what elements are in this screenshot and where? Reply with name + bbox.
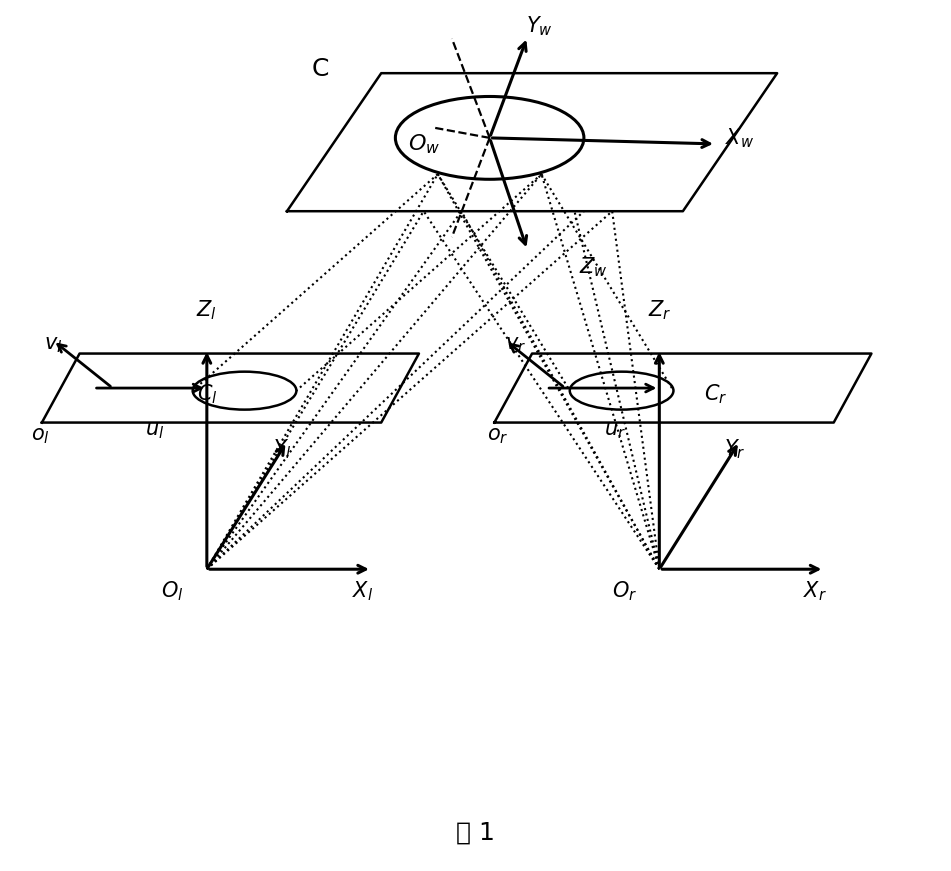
Text: $O_w$: $O_w$ xyxy=(408,132,439,156)
Text: C: C xyxy=(311,57,329,81)
Text: $X_w$: $X_w$ xyxy=(725,126,754,150)
Text: 图 1: 图 1 xyxy=(456,820,495,844)
Text: $X_l$: $X_l$ xyxy=(352,579,373,603)
Text: $Y_r$: $Y_r$ xyxy=(724,437,746,461)
Text: $Z_r$: $Z_r$ xyxy=(648,299,671,322)
Text: $O_l$: $O_l$ xyxy=(161,579,184,603)
Text: $X_r$: $X_r$ xyxy=(803,579,826,603)
Text: $v_r$: $v_r$ xyxy=(506,335,527,354)
Text: $Y_w$: $Y_w$ xyxy=(526,14,553,37)
Text: $v_l$: $v_l$ xyxy=(44,335,63,354)
Text: $Z_l$: $Z_l$ xyxy=(197,299,217,322)
Text: $u_l$: $u_l$ xyxy=(146,422,165,442)
Text: $O_r$: $O_r$ xyxy=(611,579,637,603)
Text: $Z_w$: $Z_w$ xyxy=(579,255,608,279)
Text: $Y_l$: $Y_l$ xyxy=(273,437,292,461)
Text: $o_r$: $o_r$ xyxy=(487,426,509,445)
Text: $C_l$: $C_l$ xyxy=(197,382,217,406)
Text: $C_r$: $C_r$ xyxy=(704,382,728,406)
Text: $o_l$: $o_l$ xyxy=(30,426,49,445)
Text: $u_r$: $u_r$ xyxy=(604,422,626,442)
